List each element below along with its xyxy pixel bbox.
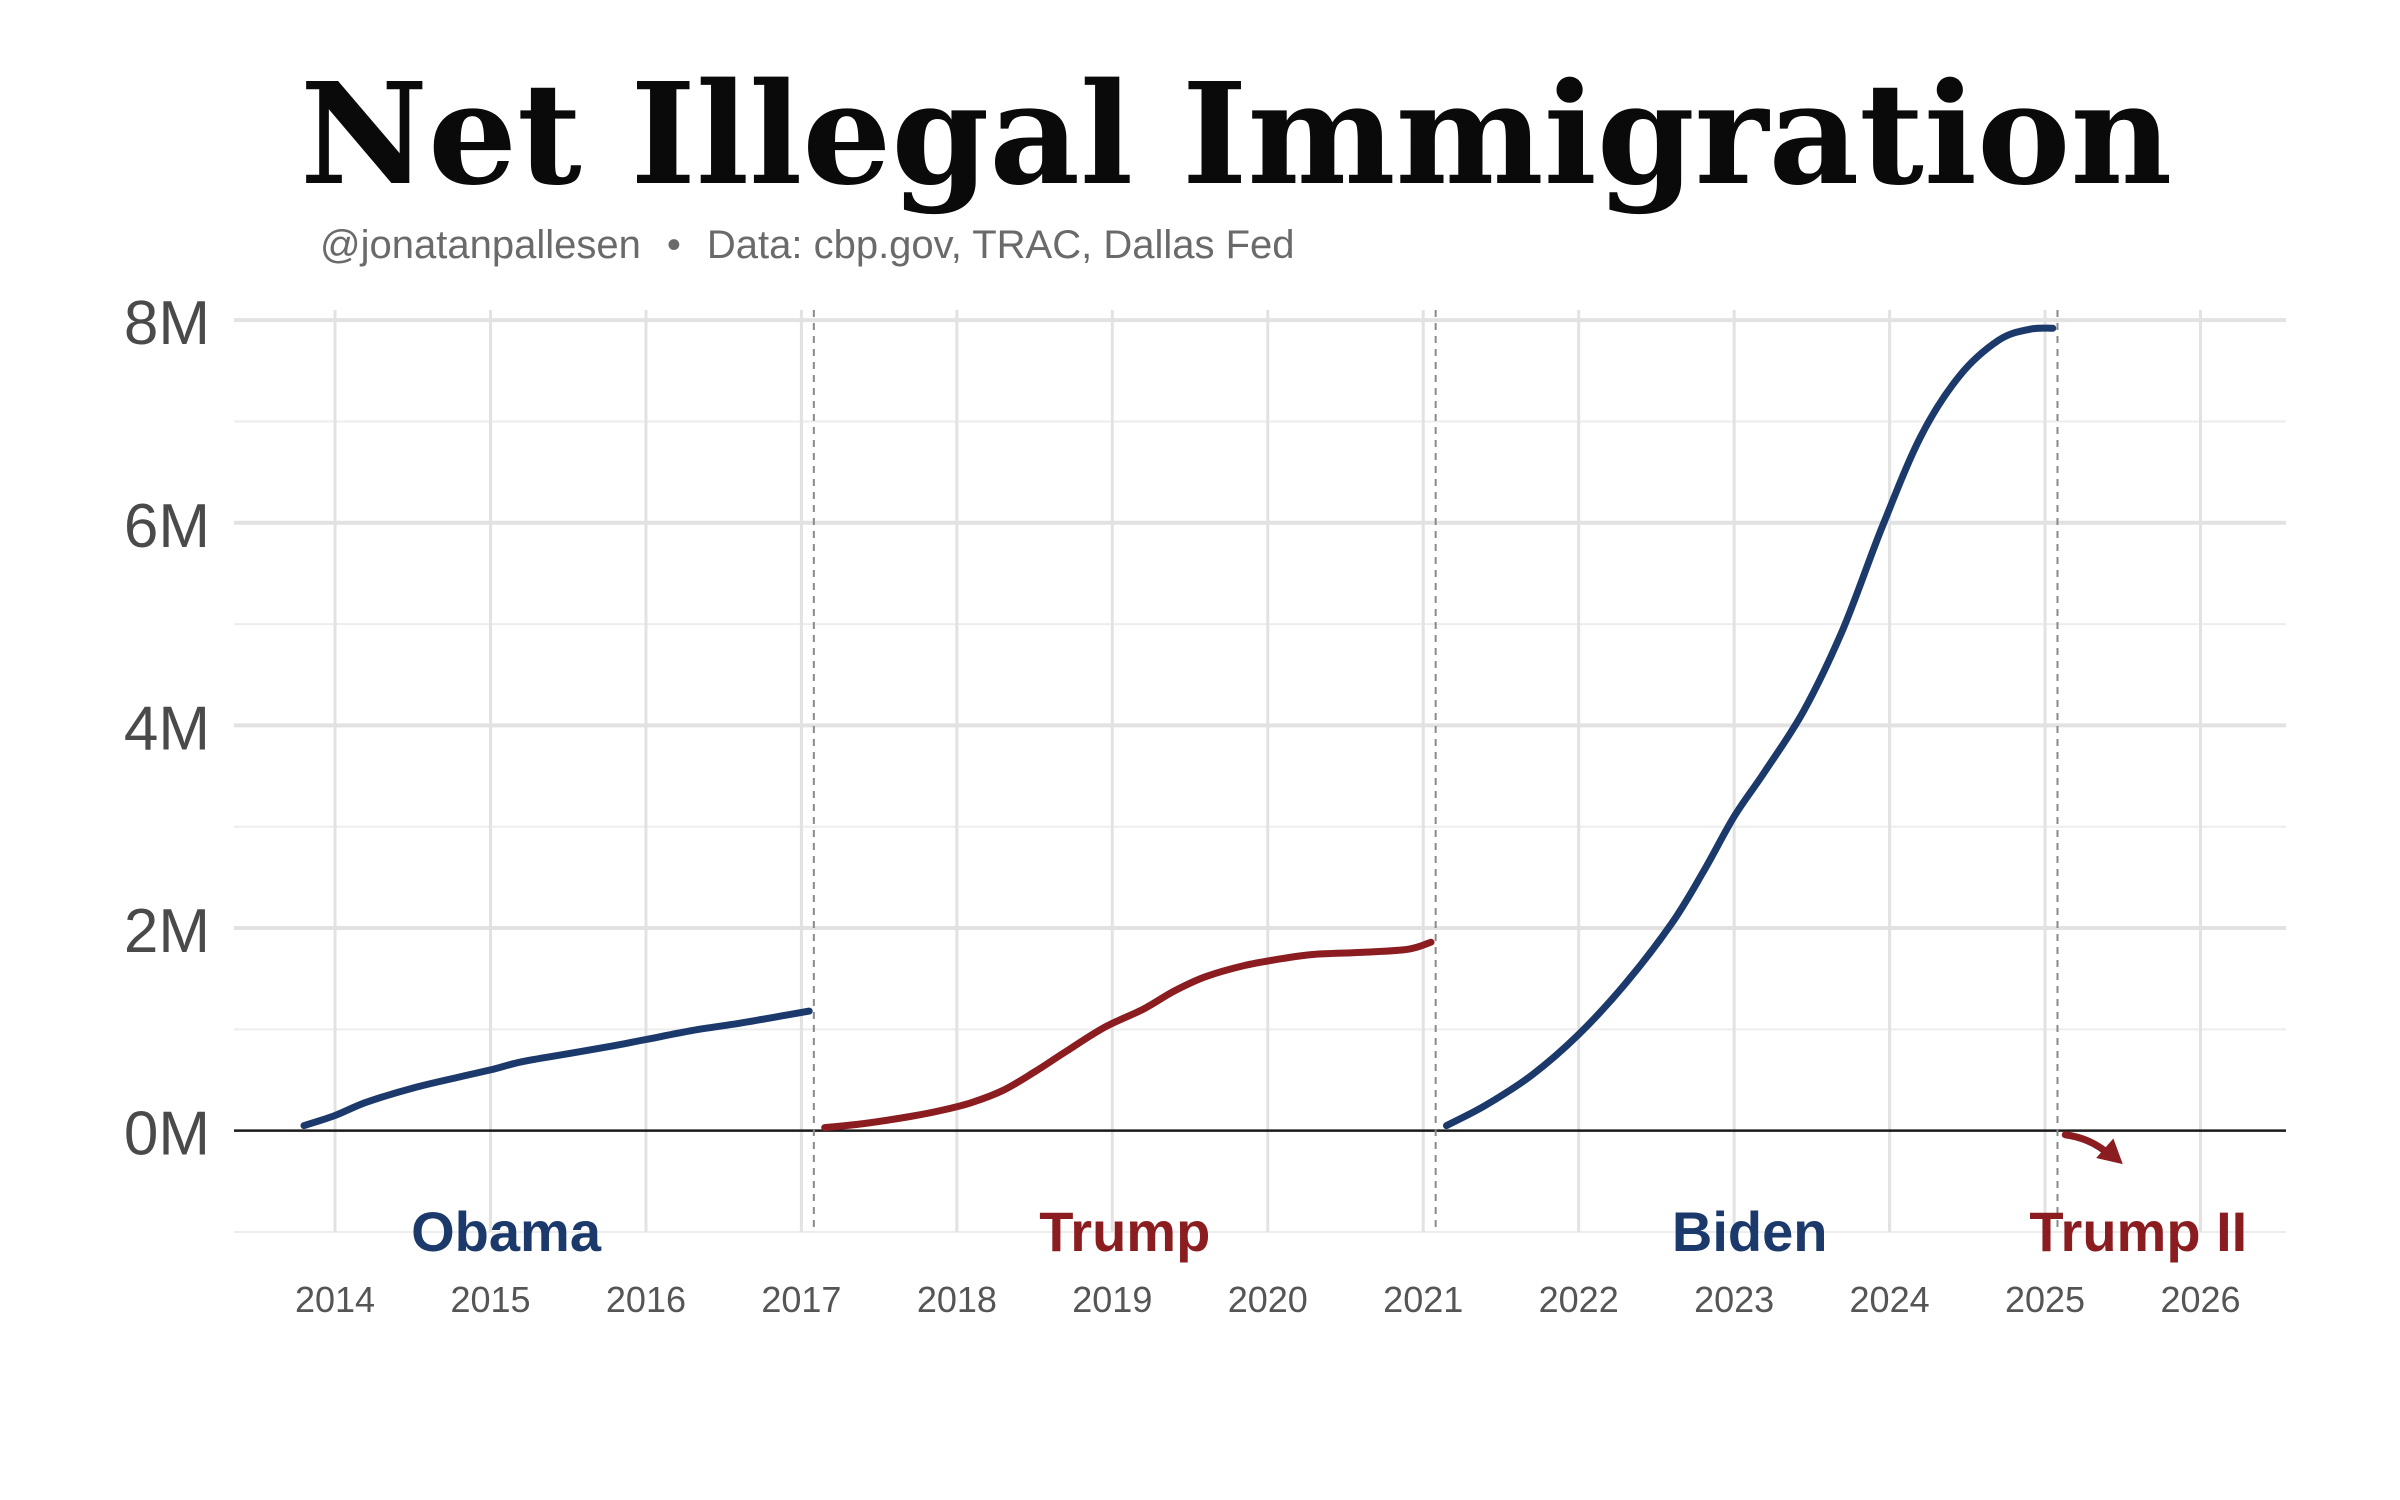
- series-line-obama: [300, 1007, 813, 1130]
- era-label-trump-ii: Trump II: [2029, 1200, 2247, 1263]
- series-line-biden: [1443, 324, 2057, 1130]
- y-tick-label: 4M: [124, 694, 210, 763]
- x-tick-label: 2018: [917, 1279, 997, 1320]
- x-tick-label: 2025: [2005, 1279, 2085, 1320]
- era-label-trump: Trump: [1039, 1200, 1210, 1263]
- x-tick-label: 2015: [450, 1279, 530, 1320]
- y-tick-label: 6M: [124, 492, 210, 561]
- x-tick-label: 2024: [1850, 1279, 1930, 1320]
- chart-title: Net Illegal Immigration: [300, 53, 2172, 217]
- era-labels: Obama Trump Biden Trump II: [411, 1200, 2247, 1263]
- x-tick-label: 2014: [295, 1279, 375, 1320]
- era-label-obama: Obama: [411, 1200, 602, 1263]
- y-tick-label: 2M: [124, 897, 210, 966]
- trend-arrow-head: [2096, 1138, 2123, 1165]
- y-tick-label: 0M: [124, 1100, 210, 1169]
- x-tick-label: 2021: [1383, 1279, 1463, 1320]
- era-label-biden: Biden: [1672, 1200, 1828, 1263]
- x-tick-label: 2023: [1694, 1279, 1774, 1320]
- series-line-trump: [821, 938, 1435, 1132]
- y-tick-label: 8M: [124, 289, 210, 358]
- x-tick-label: 2019: [1072, 1279, 1152, 1320]
- x-tick-label: 2020: [1228, 1279, 1308, 1320]
- byline: @jonatanpallesen: [320, 223, 641, 267]
- data-source: Data: cbp.gov, TRAC, Dallas Fed: [707, 223, 1295, 267]
- x-tick-label: 2017: [761, 1279, 841, 1320]
- axes: 0M 2M 4M 6M 8M 2014 2015 2016 2017 2018 2019 2020 20…: [124, 289, 2286, 1320]
- byline-separator: •: [667, 223, 681, 267]
- x-tick-label: 2022: [1539, 1279, 1619, 1320]
- series: [300, 324, 2123, 1165]
- chart-subtitle: @jonatanpallesen • Data: cbp.gov, TRAC, Da…: [320, 223, 1295, 267]
- grid: [234, 310, 2286, 1233]
- x-tick-label: 2016: [606, 1279, 686, 1320]
- x-tick-label: 2026: [2160, 1279, 2240, 1320]
